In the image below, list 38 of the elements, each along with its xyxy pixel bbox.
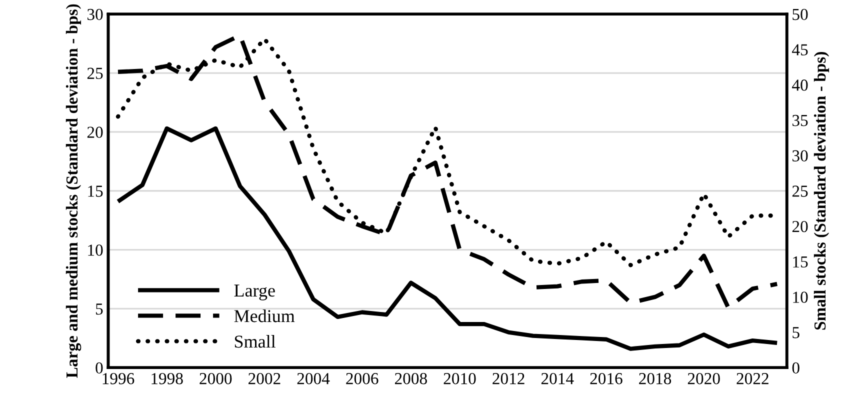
x-tick-label: 2002 [248, 372, 280, 384]
x-tick-label: 1996 [102, 373, 134, 384]
y2-tick-label: 0 [792, 362, 800, 374]
x-tick-label: 2010 [444, 372, 476, 384]
y2-tick-label: 25 [792, 186, 808, 197]
y-tick-label: 20 [87, 126, 103, 138]
x-tick-label: 2008 [394, 372, 427, 384]
line-series [116, 126, 780, 351]
x-tick-label: 2004 [297, 372, 330, 384]
y-tick-label: 25 [87, 68, 103, 80]
y2-tick-label: 15 [793, 256, 808, 268]
y2-axis-title: Small stocks (Standard deviation - bps) [814, 52, 830, 330]
y2-tick-label: 10 [793, 292, 808, 303]
y-tick-label: 0 [96, 362, 103, 374]
y-axis-title: Large and medium stocks (Standard deviation - bps) [66, 4, 82, 378]
y2-tick-label: 35 [792, 114, 808, 126]
y2-tick-label: 5 [792, 327, 800, 338]
y-tick-label: 15 [88, 186, 103, 197]
y-tick-label: 5 [96, 304, 103, 315]
y2-tick-label: 20 [792, 220, 808, 232]
legend-label: Medium [234, 310, 295, 322]
x-tick-label: 2018 [639, 372, 672, 384]
x-tick-label: 2000 [200, 372, 232, 384]
x-tick-label: 2016 [590, 372, 622, 384]
x-tick-label: 1998 [152, 372, 183, 384]
y-tick-label: 30 [88, 8, 103, 20]
x-tick-label: 2022 [736, 372, 768, 384]
x-tick-label: 2006 [346, 372, 378, 384]
x-tick-label: 2012 [492, 372, 524, 384]
x-tick-label: 2020 [688, 372, 720, 384]
legend-label: Small [234, 335, 276, 348]
y2-tick-label: 45 [792, 44, 808, 56]
legend-label: Large [234, 284, 275, 300]
y2-tick-label: 30 [792, 150, 808, 162]
x-tick-label: 2014 [541, 372, 574, 384]
y2-tick-label: 50 [792, 8, 808, 20]
y-tick-label: 10 [88, 244, 103, 256]
y2-tick-label: 40 [792, 80, 808, 91]
